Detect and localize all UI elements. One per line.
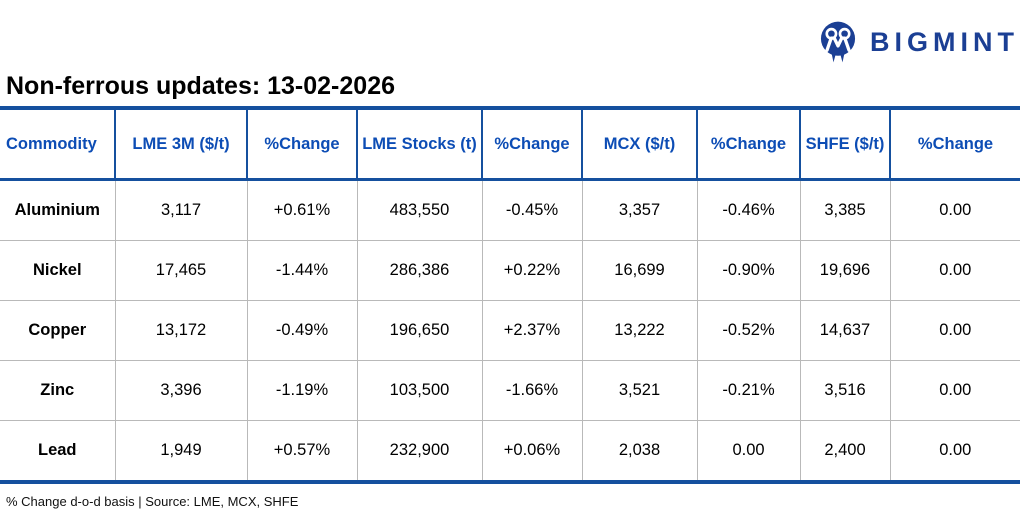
value-cell: +0.22% bbox=[481, 240, 582, 301]
commodity-cell: Nickel bbox=[0, 240, 115, 301]
value-cell: 3,396 bbox=[114, 360, 247, 421]
value-cell: +0.06% bbox=[481, 420, 582, 482]
column-header-mcx: MCX ($/t) bbox=[581, 108, 697, 181]
value-cell: 13,222 bbox=[581, 300, 697, 361]
page-title: Non-ferrous updates: 13-02-2026 bbox=[6, 72, 396, 100]
table-body: Aluminium 3,117 +0.61% 483,550 -0.45% 3,357 -0… bbox=[0, 179, 1020, 482]
value-cell: 19,696 bbox=[799, 240, 890, 301]
value-cell: 196,650 bbox=[356, 300, 482, 361]
header-row: Commodity LME 3M ($/t) %Change LME Stock… bbox=[0, 108, 1020, 181]
value-cell: -0.49% bbox=[246, 300, 357, 361]
non-ferrous-price-table: Commodity LME 3M ($/t) %Change LME Stock… bbox=[0, 106, 1020, 484]
value-cell: 3,521 bbox=[581, 360, 697, 421]
table-row: Aluminium 3,117 +0.61% 483,550 -0.45% 3,357 -0… bbox=[0, 179, 1020, 241]
value-cell: 286,386 bbox=[356, 240, 482, 301]
value-cell: 0.00 bbox=[696, 420, 800, 482]
value-cell: -1.44% bbox=[246, 240, 357, 301]
value-cell: 3,117 bbox=[114, 179, 247, 241]
value-cell: 3,385 bbox=[799, 179, 890, 241]
value-cell: 483,550 bbox=[356, 179, 482, 241]
column-header-shfe-change: %Change bbox=[889, 108, 1020, 181]
value-cell: 0.00 bbox=[889, 240, 1020, 301]
value-cell: 0.00 bbox=[889, 420, 1020, 482]
value-cell: -0.46% bbox=[696, 179, 800, 241]
value-cell: 2,400 bbox=[799, 420, 890, 482]
value-cell: -1.66% bbox=[481, 360, 582, 421]
value-cell: -0.52% bbox=[696, 300, 800, 361]
value-cell: 3,357 bbox=[581, 179, 697, 241]
column-header-lme-stocks: LME Stocks (t) bbox=[356, 108, 482, 181]
source-footnote: % Change d-o-d basis | Source: LME, MCX,… bbox=[6, 494, 299, 509]
commodity-cell: Zinc bbox=[0, 360, 115, 421]
column-header-lme-3m-change: %Change bbox=[246, 108, 357, 181]
value-cell: 232,900 bbox=[356, 420, 482, 482]
column-header-lme-3m: LME 3M ($/t) bbox=[114, 108, 247, 181]
value-cell: +0.61% bbox=[246, 179, 357, 241]
column-header-commodity: Commodity bbox=[0, 108, 115, 181]
column-header-mcx-change: %Change bbox=[696, 108, 800, 181]
value-cell: 16,699 bbox=[581, 240, 697, 301]
value-cell: -0.45% bbox=[481, 179, 582, 241]
value-cell: 103,500 bbox=[356, 360, 482, 421]
value-cell: -0.90% bbox=[696, 240, 800, 301]
value-cell: 1,949 bbox=[114, 420, 247, 482]
table-row: Nickel 17,465 -1.44% 286,386 +0.22% 16,699 -0.… bbox=[0, 240, 1020, 301]
column-header-shfe: SHFE ($/t) bbox=[799, 108, 890, 181]
table-row: Lead 1,949 +0.57% 232,900 +0.06% 2,038 0.00 2,4… bbox=[0, 420, 1020, 482]
commodity-cell: Copper bbox=[0, 300, 115, 361]
value-cell: -1.19% bbox=[246, 360, 357, 421]
value-cell: 14,637 bbox=[799, 300, 890, 361]
bigmint-logo-icon bbox=[816, 20, 860, 64]
value-cell: -0.21% bbox=[696, 360, 800, 421]
table-header: Commodity LME 3M ($/t) %Change LME Stock… bbox=[0, 108, 1020, 181]
value-cell: 3,516 bbox=[799, 360, 890, 421]
value-cell: 13,172 bbox=[114, 300, 247, 361]
bigmint-logo: BIGMINT bbox=[816, 20, 1019, 64]
table-row: Copper 13,172 -0.49% 196,650 +2.37% 13,222 -0.… bbox=[0, 300, 1020, 361]
value-cell: +0.57% bbox=[246, 420, 357, 482]
table-row: Zinc 3,396 -1.19% 103,500 -1.66% 3,521 -0.21% 3… bbox=[0, 360, 1020, 421]
brand-wordmark: BIGMINT bbox=[870, 26, 1019, 57]
value-cell: 0.00 bbox=[889, 179, 1020, 241]
value-cell: 2,038 bbox=[581, 420, 697, 482]
value-cell: 17,465 bbox=[114, 240, 247, 301]
value-cell: 0.00 bbox=[889, 300, 1020, 361]
value-cell: +2.37% bbox=[481, 300, 582, 361]
commodity-cell: Lead bbox=[0, 420, 115, 482]
value-cell: 0.00 bbox=[889, 360, 1020, 421]
column-header-lme-stocks-change: %Change bbox=[481, 108, 582, 181]
commodity-cell: Aluminium bbox=[0, 179, 115, 241]
